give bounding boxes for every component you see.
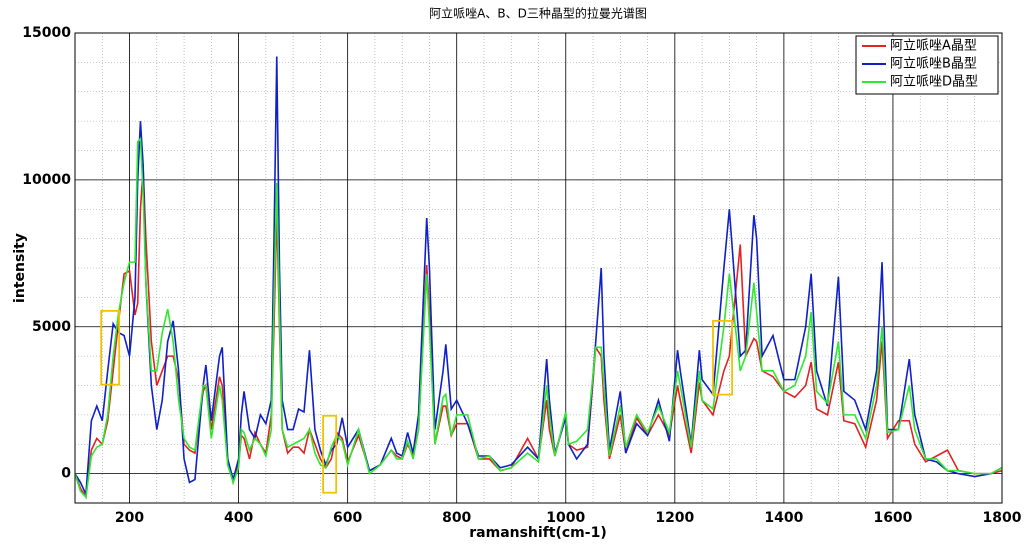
x-axis-label: ramanshift(cm-1) [469, 525, 606, 541]
legend-label: 阿立哌唑A晶型 [890, 38, 977, 54]
highlight-box [100, 309, 121, 386]
legend-label: 阿立哌唑D晶型 [890, 74, 978, 90]
y-tick-label: 10000 [22, 172, 71, 188]
legend-label: 阿立哌唑B晶型 [890, 56, 977, 72]
plot-frame [74, 32, 1003, 504]
y-tick-label: 0 [61, 466, 71, 482]
y-axis-label: intensity [12, 233, 28, 303]
series-line [75, 56, 1002, 498]
x-tick-label: 1200 [655, 510, 694, 526]
x-tick-label: 200 [115, 510, 144, 526]
x-tick-label: 1600 [873, 510, 912, 526]
x-tick-label: 1800 [983, 510, 1022, 526]
x-tick-label: 400 [224, 510, 253, 526]
x-tick-label: 1400 [764, 510, 803, 526]
y-tick-label: 15000 [22, 25, 71, 41]
highlight-box [712, 319, 733, 396]
x-tick-label: 800 [442, 510, 471, 526]
series-line [75, 136, 1002, 499]
x-tick-label: 600 [333, 510, 362, 526]
y-tick-label: 5000 [32, 319, 71, 335]
highlight-box [322, 414, 338, 494]
chart-title: 阿立哌唑A、B、D三种晶型的拉曼光谱图 [429, 6, 647, 21]
x-tick-label: 1000 [546, 510, 585, 526]
